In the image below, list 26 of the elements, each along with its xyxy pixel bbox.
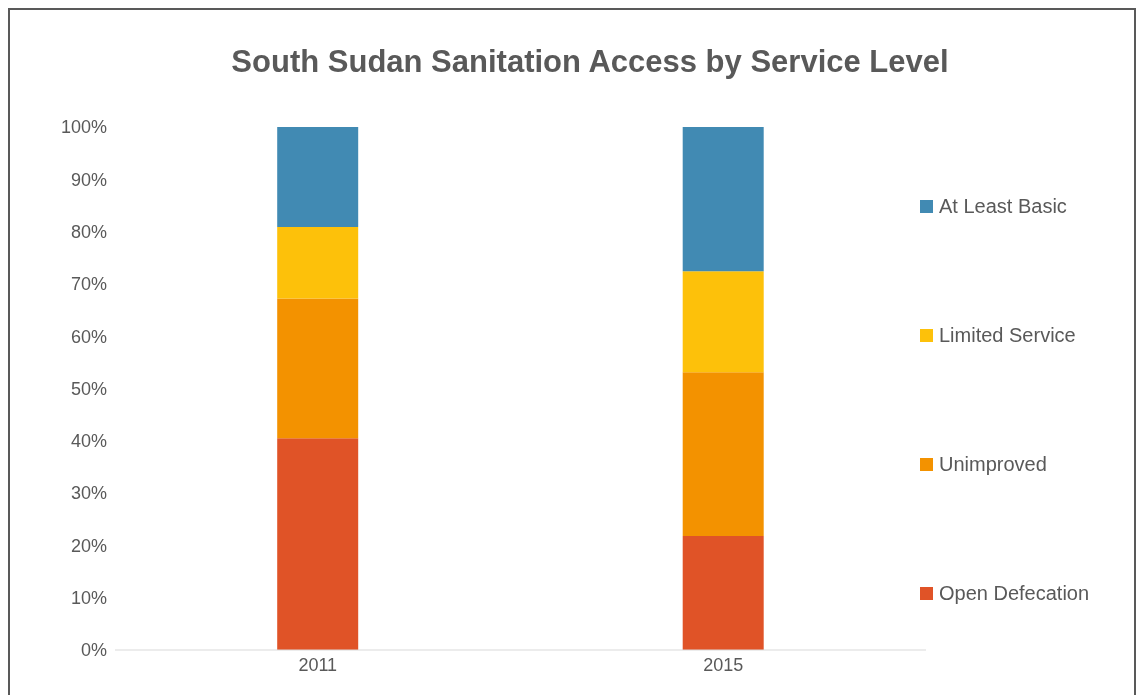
bar <box>277 438 359 650</box>
y-tick-label: 60% <box>70 326 107 347</box>
x-tick-label: 2015 <box>703 654 744 675</box>
legend-label: Unimproved <box>939 453 1047 476</box>
bar <box>682 535 764 650</box>
y-tick-label: 50% <box>70 378 107 399</box>
bar <box>682 271 764 373</box>
legend-label: Open Defecation <box>939 582 1090 605</box>
y-tick-label: 100% <box>60 117 107 138</box>
y-tick-label: 80% <box>70 221 107 242</box>
y-tick-label: 40% <box>70 431 107 452</box>
bar <box>277 127 359 227</box>
y-tick-label: 20% <box>70 535 107 556</box>
legend-label: At Least Basic <box>939 195 1067 218</box>
y-tick-label: 70% <box>70 274 107 295</box>
chart-title: South Sudan Sanitation Access by Service Level <box>230 44 950 80</box>
bar <box>277 298 359 439</box>
bar <box>277 226 359 299</box>
bar <box>682 372 764 536</box>
legend-label: Limited Service <box>939 324 1076 347</box>
x-tick-label: 2011 <box>298 654 338 675</box>
bar <box>682 127 764 272</box>
y-tick-label: 0% <box>80 640 107 661</box>
y-tick-label: 10% <box>70 588 107 609</box>
y-tick-label: 90% <box>70 169 107 190</box>
y-tick-label: 30% <box>70 483 107 504</box>
